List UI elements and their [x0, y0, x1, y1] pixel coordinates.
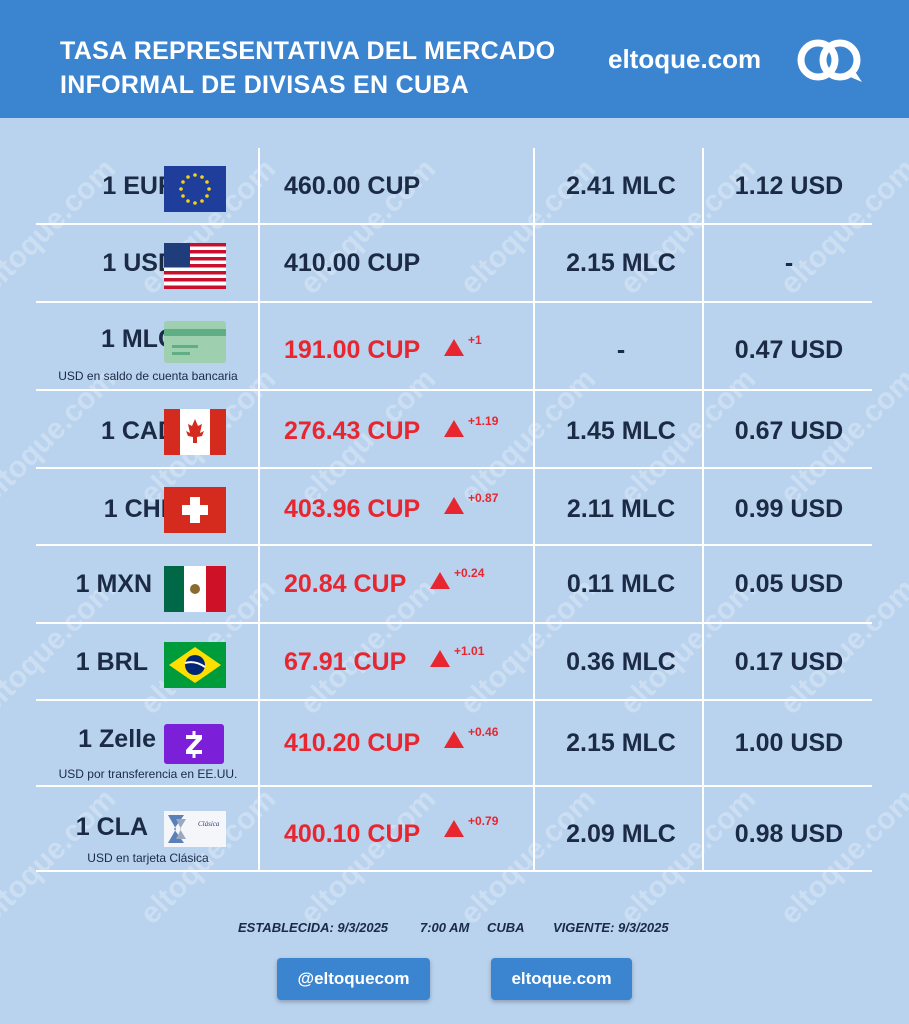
currency-label: 1 MLC — [101, 325, 176, 353]
rate-change: +0.24 — [454, 566, 485, 580]
rate-change: +1.01 — [454, 644, 485, 658]
mlc-rate: 2.11 MLC — [566, 495, 676, 523]
currency-label: 1 Zelle — [78, 725, 156, 753]
currency-label: 1 EUR — [102, 172, 176, 200]
table-row: 1 CHF 403.96 CUP +0.87 2.11 MLC 0.99 USD — [36, 469, 872, 546]
usd-rate: - — [784, 249, 794, 277]
cup-rate: 400.10 CUP — [284, 820, 421, 848]
up-arrow-icon — [444, 731, 464, 748]
rates-table: 1 EUR 460.00 CUP 2.41 MLC 1.12 USD 1 USD — [36, 148, 872, 872]
usd-rate: 0.98 USD — [734, 820, 844, 848]
currency-label: 1 CLA — [75, 813, 148, 841]
title-line-1: TASA REPRESENTATIVA DEL MERCADO — [60, 37, 556, 65]
usd-rate: 0.05 USD — [734, 570, 844, 598]
rate-change: +0.87 — [468, 491, 499, 505]
mlc-rate: - — [616, 336, 626, 364]
table-row: 1 MXN 20.84 CUP +0.24 0.11 MLC 0.05 USD — [36, 546, 872, 624]
table-row: 1 Zelle USD por transferencia en EE.UU. … — [36, 701, 872, 787]
website-button[interactable]: eltoque.com — [491, 958, 632, 1000]
up-arrow-icon — [444, 420, 464, 437]
cup-rate: 191.00 CUP — [284, 336, 421, 364]
mlc-rate: 2.41 MLC — [566, 172, 676, 200]
us-flag-icon — [164, 243, 226, 289]
bank-card-icon — [164, 321, 226, 363]
usd-rate: 1.00 USD — [734, 729, 844, 757]
eu-flag-icon — [164, 166, 226, 212]
up-arrow-icon — [444, 339, 464, 356]
currency-label: 1 MXN — [75, 570, 152, 598]
usd-rate: 1.12 USD — [734, 172, 844, 200]
clasica-card-icon: Clásica — [164, 811, 226, 847]
cup-rate: 276.43 CUP — [284, 417, 421, 445]
cup-rate: 460.00 CUP — [284, 172, 421, 200]
table-row: 1 EUR 460.00 CUP 2.41 MLC 1.12 USD — [36, 148, 872, 225]
social-handle-button[interactable]: @eltoquecom — [277, 958, 430, 1000]
column-divider — [702, 148, 704, 872]
header-bar: TASA REPRESENTATIVA DEL MERCADO INFORMAL… — [0, 0, 909, 118]
canada-flag-icon — [164, 409, 226, 455]
rate-change: +0.46 — [468, 725, 499, 739]
mexico-flag-icon — [164, 566, 226, 612]
cup-rate: 67.91 CUP — [284, 648, 407, 676]
up-arrow-icon — [444, 820, 464, 837]
mlc-rate: 0.11 MLC — [566, 570, 676, 598]
currency-description: USD por transferencia en EE.UU. — [58, 767, 238, 781]
currency-description: USD en tarjeta Clásica — [87, 851, 209, 865]
swiss-flag-icon — [164, 487, 226, 533]
eltoque-logo-icon — [797, 39, 862, 82]
up-arrow-icon — [444, 497, 464, 514]
usd-rate: 0.67 USD — [734, 417, 844, 445]
valid-date: VIGENTE: 9/3/2025 — [553, 920, 669, 935]
mlc-rate: 1.45 MLC — [566, 417, 676, 445]
up-arrow-icon — [430, 572, 450, 589]
up-arrow-icon — [430, 650, 450, 667]
table-row: 1 CLA Clásica USD en tarjeta Clásica 400… — [36, 787, 872, 872]
established-time: 7:00 AM — [420, 920, 470, 935]
mlc-rate: 2.09 MLC — [566, 820, 676, 848]
table-row: 1 USD 410.00 CUP 2.15 MLC - — [36, 225, 872, 303]
cup-rate: 403.96 CUP — [284, 495, 421, 523]
table-row: 1 BRL 67.91 CUP +1.01 0.36 MLC 0.17 USD — [36, 624, 872, 701]
card-text: Clásica — [198, 820, 220, 828]
cup-rate: 410.00 CUP — [284, 249, 421, 277]
cup-rate: 20.84 CUP — [284, 570, 407, 598]
brand-name[interactable]: eltoque.com — [608, 44, 762, 74]
title-line-2: INFORMAL DE DIVISAS EN CUBA — [60, 71, 470, 99]
page-title: TASA REPRESENTATIVA DEL MERCADO INFORMAL… — [60, 34, 580, 102]
currency-label: 1 CHF — [103, 495, 176, 523]
mlc-rate: 2.15 MLC — [566, 729, 676, 757]
table-row: 1 CAD 276.43 CUP +1.19 1.45 MLC 0.67 USD — [36, 391, 872, 469]
zelle-icon — [164, 724, 224, 764]
currency-description: USD en saldo de cuenta bancaria — [58, 369, 238, 383]
brazil-flag-icon — [164, 642, 226, 688]
column-divider — [533, 148, 535, 872]
established-date: ESTABLECIDA: 9/3/2025 — [238, 920, 389, 935]
rate-change: +0.79 — [468, 814, 499, 828]
currency-label: 1 USD — [102, 249, 176, 277]
mlc-rate: 2.15 MLC — [566, 249, 676, 277]
rate-change: +1.19 — [468, 414, 499, 428]
mlc-rate: 0.36 MLC — [566, 648, 676, 676]
usd-rate: 0.99 USD — [734, 495, 844, 523]
location: CUBA — [487, 920, 525, 935]
currency-label: 1 BRL — [75, 648, 148, 676]
table-row: 1 MLC USD en saldo de cuenta bancaria 19… — [36, 303, 872, 391]
currency-label: 1 CAD — [100, 417, 176, 445]
usd-rate: 0.17 USD — [734, 648, 844, 676]
rate-change: +1 — [468, 333, 482, 347]
column-divider — [258, 148, 260, 872]
usd-rate: 0.47 USD — [734, 336, 844, 364]
cup-rate: 410.20 CUP — [284, 729, 421, 757]
